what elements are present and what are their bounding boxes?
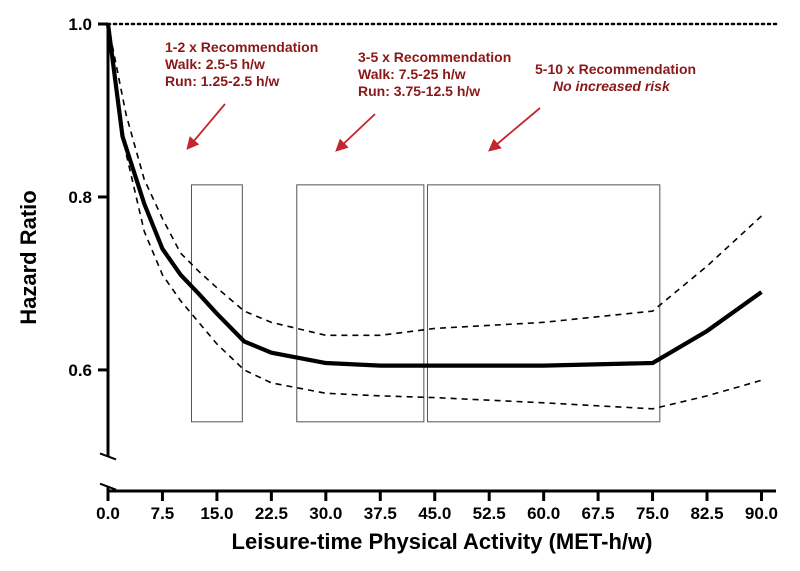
annotation-rec_1_2: 1-2 x RecommendationWalk: 2.5-5 h/wRun: …	[165, 39, 318, 148]
x-tick-label: 52.5	[473, 504, 506, 523]
x-tick-label: 67.5	[582, 504, 615, 523]
x-tick-label: 75.0	[636, 504, 669, 523]
y-axis-title: Hazard Ratio	[16, 190, 41, 324]
highlight-box-2	[297, 185, 424, 422]
y-tick-label: 0.6	[68, 361, 92, 380]
x-tick-label: 82.5	[690, 504, 723, 523]
x-axis-title: Leisure-time Physical Activity (MET-h/w)	[232, 529, 653, 554]
annotation-arrow	[337, 114, 375, 150]
annotation-rec_5_10: 5-10 x RecommendationNo increased risk	[490, 61, 696, 150]
annotation-arrow	[490, 108, 540, 150]
highlight-box-1	[192, 185, 243, 422]
x-tick-label: 30.0	[309, 504, 342, 523]
svg-text:Walk: 2.5-5 h/w: Walk: 2.5-5 h/w	[165, 56, 265, 72]
svg-text:Run: 3.75-12.5 h/w: Run: 3.75-12.5 h/w	[358, 83, 480, 99]
svg-text:3-5 x Recommendation: 3-5 x Recommendation	[358, 49, 511, 65]
highlight-box-3	[427, 185, 659, 422]
svg-text:Walk: 7.5-25 h/w: Walk: 7.5-25 h/w	[358, 66, 466, 82]
x-tick-label: 90.0	[745, 504, 778, 523]
x-tick-label: 22.5	[255, 504, 288, 523]
x-tick-label: 7.5	[151, 504, 175, 523]
svg-text:No increased risk: No increased risk	[553, 78, 671, 94]
svg-text:1-2 x Recommendation: 1-2 x Recommendation	[165, 39, 318, 55]
svg-text:5-10 x Recommendation: 5-10 x Recommendation	[535, 61, 696, 77]
x-tick-label: 45.0	[418, 504, 451, 523]
hazard-ratio-chart: 0.0 7.5 15.0 22.5 30.0 37.5 45.0 52.5 60.0 67.5 75…	[0, 0, 800, 571]
y-tick-label: 0.8	[68, 188, 92, 207]
x-tick-label: 15.0	[200, 504, 233, 523]
x-tick-label: 37.5	[364, 504, 397, 523]
svg-text:Run: 1.25-2.5 h/w: Run: 1.25-2.5 h/w	[165, 73, 279, 89]
y-tick-label: 1.0	[68, 15, 92, 34]
annotation-arrow	[188, 104, 225, 148]
x-tick-label: 60.0	[527, 504, 560, 523]
x-tick-label: 0.0	[96, 504, 120, 523]
annotation-rec_3_5: 3-5 x RecommendationWalk: 7.5-25 h/wRun:…	[337, 49, 511, 150]
